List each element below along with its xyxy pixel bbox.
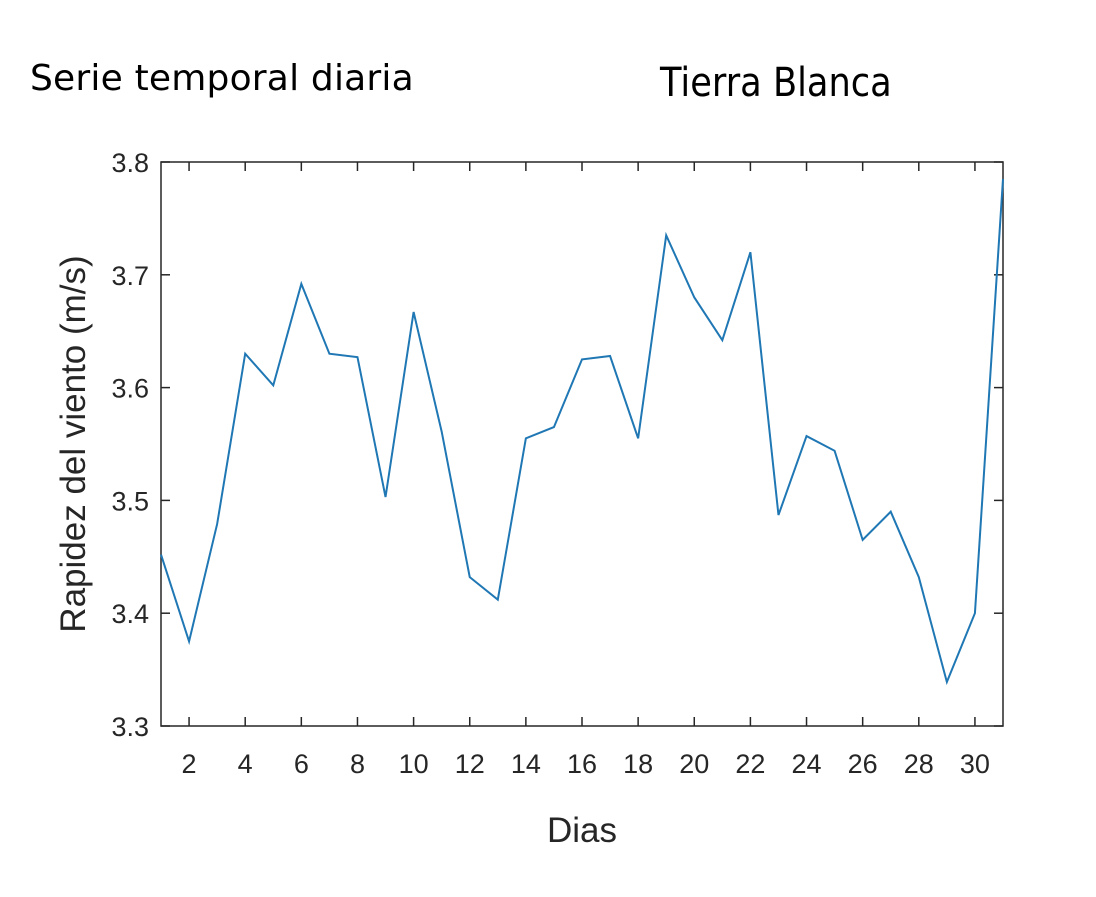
x-tick-label: 14: [511, 749, 541, 779]
x-tick-label: 12: [455, 749, 485, 779]
x-tick-label: 24: [792, 749, 822, 779]
x-tick-label: 6: [294, 749, 309, 779]
axis-ticks: 2 4 6 8 10 12 14 16 18 20 22 24 26 28 303.33.43.53.63.…: [111, 148, 1003, 779]
x-tick-label: 16: [567, 749, 597, 779]
x-tick-label: 4: [238, 749, 253, 779]
y-tick-label: 3.4: [111, 599, 149, 629]
x-tick-label: 22: [735, 749, 765, 779]
x-tick-label: 26: [848, 749, 878, 779]
x-axis-label: Dias: [547, 811, 617, 850]
y-axis-label: Rapidez del viento (m/s): [54, 255, 93, 632]
plot-area: [160, 161, 1004, 727]
x-tick-label: 10: [399, 749, 429, 779]
x-tick-label: 20: [679, 749, 709, 779]
y-tick-label: 3.5: [111, 486, 149, 516]
x-tick-label: 8: [350, 749, 365, 779]
chart-left-title: Serie temporal diaria: [30, 58, 414, 99]
x-tick-label: 28: [904, 749, 934, 779]
y-tick-label: 3.3: [111, 712, 149, 742]
y-tick-label: 3.8: [111, 148, 149, 178]
y-tick-label: 3.7: [111, 261, 149, 291]
x-tick-label: 30: [960, 749, 990, 779]
chart-right-title: Tierra Blanca: [660, 60, 892, 106]
series-line: [160, 178, 1004, 686]
y-tick-label: 3.6: [111, 374, 149, 404]
series-layer: [160, 178, 1004, 686]
x-tick-label: 2: [182, 749, 197, 779]
x-tick-label: 18: [623, 749, 653, 779]
